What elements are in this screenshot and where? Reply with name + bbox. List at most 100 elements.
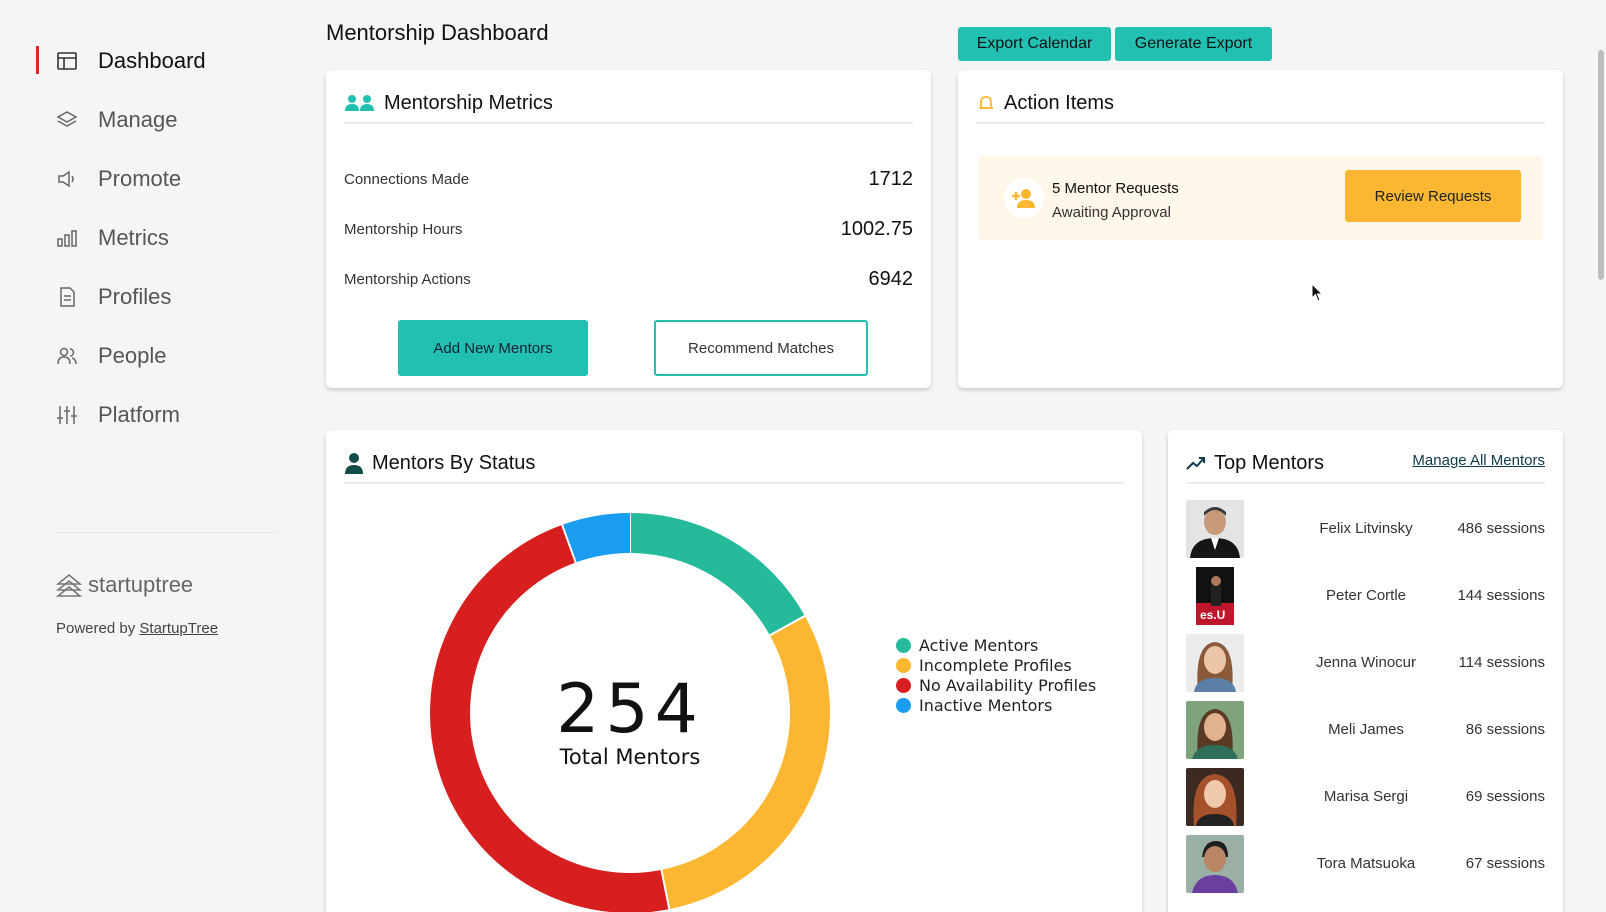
sidebar: Dashboard Manage Promote Metrics Profile… <box>0 0 300 912</box>
sidebar-item-promote[interactable]: Promote <box>36 158 276 198</box>
layers-icon <box>56 111 78 127</box>
sidebar-item-label: Metrics <box>98 225 169 250</box>
mentor-row[interactable]: Tora Matsuoka 67 sessions <box>1186 835 1545 893</box>
add-user-icon <box>1004 178 1044 218</box>
action-item: 5 Mentor Requests Awaiting Approval Revi… <box>978 156 1543 240</box>
action-item-title: 5 Mentor Requests <box>1052 180 1179 197</box>
review-requests-button[interactable]: Review Requests <box>1345 170 1521 222</box>
card-header: Mentors By Status <box>344 444 1124 484</box>
people-icon <box>57 347 77 365</box>
total-mentors-label: Total Mentors <box>559 745 701 769</box>
legend-swatch <box>896 697 911 713</box>
svg-text:es.U: es.U <box>1200 608 1225 622</box>
sliders-icon <box>57 406 77 424</box>
mentor-row[interactable]: Felix Litvinsky 486 sessions <box>1186 500 1545 558</box>
mentors-by-status-card: Mentors By Status 254 Total Mentors Acti… <box>326 430 1142 912</box>
total-mentors-value: 254 <box>556 670 704 749</box>
mentor-row[interactable]: Meli James 86 sessions <box>1186 701 1545 759</box>
sidebar-item-platform[interactable]: Platform <box>36 394 276 434</box>
people-icon <box>345 95 374 111</box>
brand-name: startuptree <box>88 572 194 597</box>
sidebar-item-label: Promote <box>98 166 182 191</box>
recommend-matches-button[interactable]: Recommend Matches <box>654 320 868 376</box>
action-items-card: Action Items 5 Mentor Requests Awaiting … <box>958 70 1563 388</box>
sidebar-item-metrics[interactable]: Metrics <box>36 217 276 257</box>
mentor-avatar <box>1186 835 1244 893</box>
card-title: Mentors By Status <box>372 451 536 474</box>
mentor-row[interactable]: Marisa Sergi 69 sessions <box>1186 768 1545 826</box>
generate-export-button[interactable]: Generate Export <box>1115 27 1272 61</box>
brand-logo: startuptree <box>56 572 193 598</box>
mentor-row[interactable]: es.U Peter Cortle 144 sessions <box>1186 567 1545 625</box>
donut-separator <box>660 868 671 911</box>
mentor-row[interactable]: Jenna Winocur 114 sessions <box>1186 634 1545 692</box>
dashboard-icon <box>57 52 77 70</box>
mentorship-metrics-card: Mentorship Metrics Connections Made 1712… <box>326 70 931 388</box>
sidebar-item-label: Profiles <box>98 284 172 309</box>
startuptree-link[interactable]: StartupTree <box>139 620 219 637</box>
mentor-sessions: 486 sessions <box>1457 520 1545 537</box>
legend-swatch <box>896 657 911 673</box>
donut-separator <box>768 614 807 637</box>
legend-item[interactable]: Inactive Mentors <box>896 695 1096 715</box>
sidebar-item-dashboard[interactable]: Dashboard <box>36 40 276 80</box>
mentor-name: Jenna Winocur <box>1315 654 1417 671</box>
top-mentors-card: Top Mentors Manage All Mentors Felix Lit… <box>1168 430 1563 912</box>
page-title: Mentorship Dashboard <box>326 20 549 45</box>
metric-row: Mentorship Actions 6942 <box>344 264 913 294</box>
mentor-avatar <box>1186 634 1244 692</box>
legend-label: No Availability Profiles <box>919 675 1097 695</box>
person-icon <box>345 453 363 474</box>
donut-slice-active-mentors[interactable] <box>629 513 805 636</box>
sidebar-item-label: Manage <box>98 107 178 132</box>
metric-value: 6942 <box>868 267 914 290</box>
mentor-sessions: 69 sessions <box>1465 788 1545 805</box>
vertical-scrollbar[interactable] <box>1596 50 1606 280</box>
megaphone-icon <box>58 170 74 188</box>
legend-label: Incomplete Profiles <box>919 655 1072 675</box>
startuptree-logo-icon <box>56 573 82 597</box>
add-new-mentors-button[interactable]: Add New Mentors <box>398 320 588 376</box>
mentors-status-donut-chart: 254 Total Mentors <box>430 512 830 912</box>
mentor-avatar: es.U <box>1186 567 1244 625</box>
sidebar-item-manage[interactable]: Manage <box>36 99 276 139</box>
powered-by-prefix: Powered by <box>56 620 140 637</box>
document-icon <box>60 287 75 307</box>
mentor-name: Peter Cortle <box>1325 587 1407 604</box>
mentor-avatar <box>1186 768 1244 826</box>
legend-swatch <box>896 637 911 653</box>
sidebar-item-label: People <box>98 343 167 368</box>
metric-label: Mentorship Hours <box>344 220 463 238</box>
mentor-sessions: 144 sessions <box>1457 587 1545 604</box>
sidebar-item-label: Platform <box>98 402 180 427</box>
legend-item[interactable]: Active Mentors <box>896 635 1096 655</box>
legend-item[interactable]: Incomplete Profiles <box>896 655 1096 675</box>
powered-by: Powered by StartupTree <box>56 620 218 637</box>
mentor-sessions: 86 sessions <box>1465 721 1545 738</box>
mentor-avatar <box>1186 701 1244 759</box>
active-indicator <box>36 46 39 74</box>
sidebar-item-label: Dashboard <box>98 48 206 73</box>
donut-slice-no-availability-profiles[interactable] <box>430 524 670 912</box>
trending-up-icon <box>1186 457 1205 470</box>
manage-all-mentors-link[interactable]: Manage All Mentors <box>1412 452 1545 469</box>
legend-item[interactable]: No Availability Profiles <box>896 675 1096 695</box>
sidebar-item-people[interactable]: People <box>36 335 276 375</box>
metric-value: 1002.75 <box>840 217 913 240</box>
sidebar-item-profiles[interactable]: Profiles <box>36 276 276 316</box>
chart-legend: Active Mentors Incomplete Profiles No Av… <box>896 635 1096 715</box>
donut-slice-incomplete-profiles[interactable] <box>661 615 830 910</box>
card-header: Top Mentors <box>1186 444 1545 484</box>
donut-slice-inactive-mentors[interactable] <box>562 513 631 563</box>
legend-label: Active Mentors <box>919 635 1039 655</box>
donut-separator <box>560 523 577 564</box>
legend-label: Inactive Mentors <box>919 695 1053 715</box>
bar-chart-icon <box>57 230 77 247</box>
metric-row: Mentorship Hours 1002.75 <box>344 214 913 244</box>
legend-swatch <box>896 677 911 693</box>
sidebar-divider <box>56 532 278 533</box>
export-calendar-button[interactable]: Export Calendar <box>958 27 1111 61</box>
scrollbar-thumb[interactable] <box>1598 50 1604 280</box>
mentor-name: Tora Matsuoka <box>1316 855 1416 872</box>
metric-label: Mentorship Actions <box>344 270 471 288</box>
